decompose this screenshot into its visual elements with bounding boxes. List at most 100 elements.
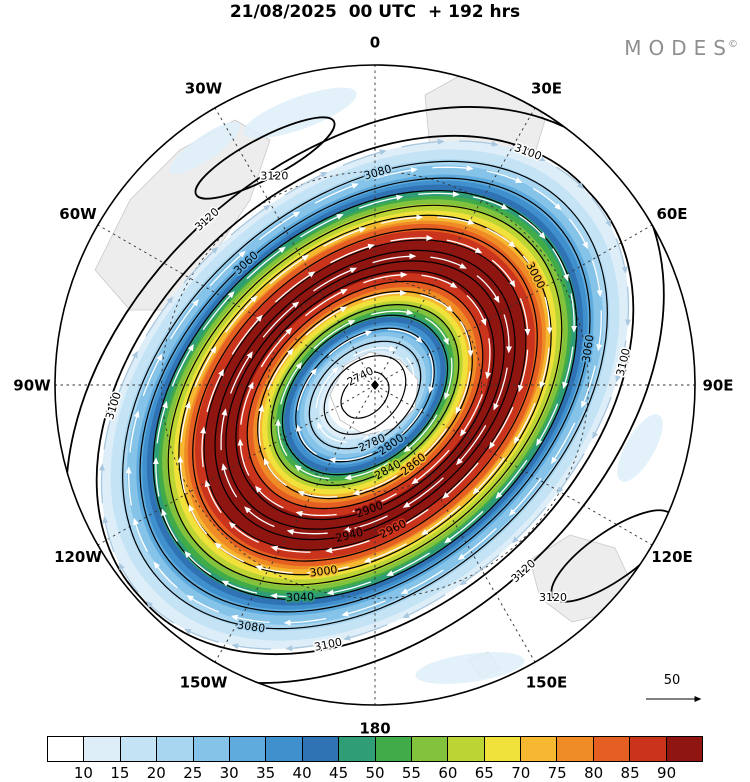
modes-logo-text: MODES xyxy=(624,36,733,60)
wind-streamline xyxy=(511,506,547,544)
landmass-south-america xyxy=(94,119,271,311)
reference-arrow-label: 50 xyxy=(664,673,681,688)
colorbar-tick-label: 35 xyxy=(256,764,276,782)
height-contour-3060 xyxy=(139,177,591,613)
wind-streamline xyxy=(455,371,471,415)
colorbar-tick-label: 20 xyxy=(146,764,166,782)
wind-streamline xyxy=(284,171,328,196)
colorbar-cell-2 xyxy=(119,737,157,761)
wind-streamline xyxy=(260,327,293,368)
wind-streamline xyxy=(206,368,224,413)
colorbar-tick-label: 80 xyxy=(584,764,604,782)
wind-streamline xyxy=(472,457,505,495)
contour-label: 3000 xyxy=(309,563,338,579)
wind-streamline xyxy=(370,309,414,316)
wind-streamline xyxy=(343,624,388,641)
colorbar-tick-label: 25 xyxy=(183,764,203,782)
contour-label: 3120 xyxy=(260,170,288,183)
colorbar-cell-10 xyxy=(410,737,448,761)
pole-marker xyxy=(371,380,379,390)
wind-streamline xyxy=(220,408,228,451)
colorbar-tick-label: 40 xyxy=(292,764,312,782)
wind-streamline xyxy=(296,367,317,411)
wind-streamline xyxy=(98,463,105,504)
wind-streamline xyxy=(596,310,603,352)
longitude-label-30W: 30W xyxy=(185,79,223,97)
wind-streamline xyxy=(444,510,484,544)
wind-streamline xyxy=(342,515,388,533)
colorbar-cell-0 xyxy=(48,737,84,761)
wind-streamline xyxy=(280,361,303,405)
latitude-circle xyxy=(267,277,483,493)
wind-streamline xyxy=(270,592,312,599)
longitude-label-90W: 90W xyxy=(13,376,51,394)
colorbar-labels: 10 15 20 25 30 35 40 45 50 55 60 65 70 75 80 85 90 xyxy=(47,762,703,782)
wind-streamline xyxy=(428,353,434,394)
wind-streamline xyxy=(437,216,475,225)
wind-streamline xyxy=(262,301,300,338)
wind-streamline xyxy=(552,248,569,282)
wind-streamline xyxy=(420,294,453,313)
wind-streamline xyxy=(466,294,487,326)
wind-streamline xyxy=(186,595,220,613)
wind-streamline xyxy=(297,490,338,498)
colorbar-tick-label: 60 xyxy=(438,764,458,782)
wind-streamline xyxy=(330,243,375,264)
colorbar-cell-1 xyxy=(83,737,120,761)
wind-streamline xyxy=(519,298,531,336)
wind-streamline xyxy=(231,643,272,650)
height-contour-3100 xyxy=(95,134,635,656)
height-contour-2780 xyxy=(308,340,422,450)
wind-streamline xyxy=(390,235,434,242)
height-contour-2840 xyxy=(270,304,460,486)
wind-band-90 xyxy=(204,240,526,550)
height-contour-2980 xyxy=(192,228,538,562)
wind-streamline xyxy=(275,418,288,457)
wind-streamline xyxy=(221,463,238,498)
wind-streamline xyxy=(380,214,424,224)
wind-streamline xyxy=(459,393,484,437)
wind-streamline xyxy=(442,462,479,499)
height-contour-2800 xyxy=(295,327,435,463)
wind-streamline xyxy=(145,600,174,624)
wind-streamline xyxy=(446,239,483,254)
wind-streamline xyxy=(536,403,559,447)
wind-streamline xyxy=(258,211,301,241)
wind-streamline xyxy=(118,350,138,394)
wind-streamline xyxy=(457,527,497,561)
wind-streamline xyxy=(508,477,542,516)
height-contour-2760 xyxy=(323,355,407,435)
colorbar-cell-16 xyxy=(629,737,666,761)
wind-streamline xyxy=(267,348,294,390)
wind-streamline xyxy=(270,545,311,553)
wind-streamline xyxy=(485,227,516,248)
wind-streamline xyxy=(513,402,536,445)
height-contour-3000 xyxy=(178,214,552,576)
wind-streamline xyxy=(328,452,373,464)
wind-streamline xyxy=(373,167,418,180)
wind-streamline xyxy=(386,552,430,576)
wind-streamline xyxy=(326,581,372,596)
wind-streamline xyxy=(229,351,253,394)
wind-streamline xyxy=(209,250,246,287)
wind-patch xyxy=(415,652,525,684)
wind-streamline xyxy=(103,407,115,450)
colorbar-tick-label: 15 xyxy=(110,764,130,782)
wind-streamline xyxy=(177,455,186,494)
wind-streamline xyxy=(283,617,327,626)
wind-streamline xyxy=(358,194,404,209)
wind-streamline xyxy=(237,438,250,476)
wind-streamline xyxy=(444,357,453,400)
wind-streamline xyxy=(493,367,508,411)
wind-streamline xyxy=(402,477,444,508)
wind-streamline xyxy=(313,267,358,292)
wind-streamline xyxy=(625,286,632,327)
wind-streamline xyxy=(544,296,553,335)
longitude-label-60W: 60W xyxy=(59,205,97,223)
wind-streamline xyxy=(255,565,293,574)
colorbar-tick-label: 45 xyxy=(329,764,349,782)
contour-label: 3040 xyxy=(286,590,315,604)
wind-streamline xyxy=(300,214,344,238)
wind-streamline xyxy=(323,227,367,247)
